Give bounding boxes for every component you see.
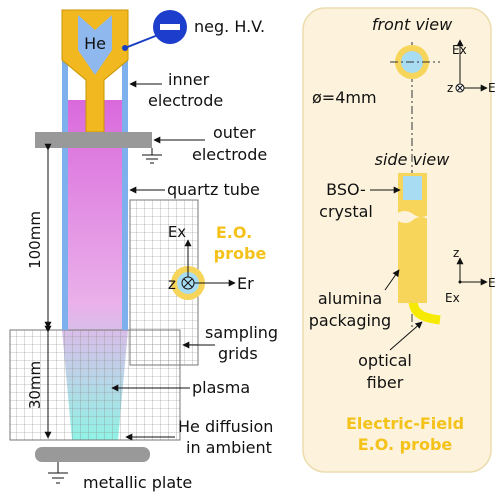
label: 30mm [26, 361, 44, 409]
panel-title: E.O. probe [358, 435, 453, 454]
grid-lower [9, 329, 181, 441]
axis-label: z [453, 246, 459, 260]
label: crystal [319, 202, 373, 221]
label: E.O. [216, 223, 252, 242]
label: grids [218, 344, 258, 363]
axis-label: Er [237, 274, 254, 293]
ground [48, 462, 68, 484]
gas-arrow [78, 15, 112, 75]
label: sampling [205, 323, 278, 342]
axis-label: z [447, 81, 453, 95]
outer-electrode [35, 132, 152, 148]
z-axis [183, 278, 193, 288]
axis-origin [458, 280, 462, 284]
label: neg. H.V. [194, 17, 265, 36]
label: front view [372, 15, 453, 34]
label: packaging [309, 311, 391, 330]
label: outer [213, 123, 256, 142]
ground [142, 148, 162, 164]
axis-label: Ex [168, 223, 186, 241]
leaders [111, 80, 423, 441]
label: probe [214, 244, 267, 263]
label: He [84, 34, 106, 53]
label: BSO- [326, 180, 366, 199]
axis-label: Er [488, 276, 495, 290]
fiber [408, 299, 441, 325]
break [396, 211, 430, 223]
label: electrode [148, 91, 223, 110]
tube-wall [122, 60, 128, 330]
label: inner [168, 70, 210, 89]
label: ø=4mm [312, 88, 377, 107]
axis-label: Ex [445, 291, 460, 305]
label: in ambient [186, 438, 272, 457]
panel [302, 7, 492, 473]
label: metallic plate [83, 473, 192, 492]
axis-label: Ex [452, 43, 467, 57]
label: optical [358, 351, 412, 370]
panel-title: Electric-Field [346, 414, 464, 433]
label: alumina [318, 289, 382, 308]
label: plasma [192, 378, 250, 397]
z-axis [456, 84, 464, 92]
wire [124, 34, 159, 49]
label: fiber [367, 373, 404, 392]
axis-label: z [168, 275, 176, 293]
axis-label: Er [488, 81, 495, 95]
label: electrode [192, 145, 267, 164]
contact [122, 45, 128, 51]
label: quartz tube [167, 180, 260, 199]
label: He diffusion [178, 417, 273, 436]
minus [160, 24, 180, 30]
tube-wall [62, 60, 68, 330]
label: 100mm [26, 211, 44, 269]
crystal-side [403, 176, 422, 200]
plate [35, 447, 150, 462]
label: side view [375, 150, 451, 169]
